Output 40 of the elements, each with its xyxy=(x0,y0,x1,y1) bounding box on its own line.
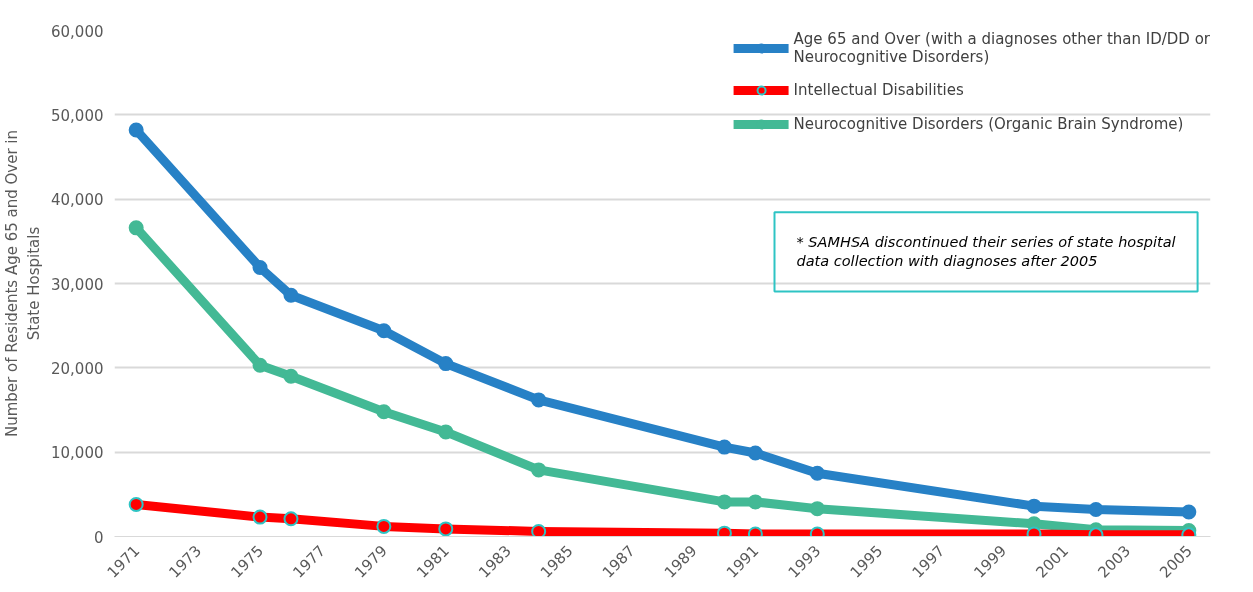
point xyxy=(128,496,144,512)
point xyxy=(809,501,825,517)
point xyxy=(376,404,392,420)
point xyxy=(809,465,825,481)
point xyxy=(252,259,268,275)
y-axis-title: Number of Residents Age 65 and Over in State Hospitals xyxy=(3,129,44,438)
point xyxy=(252,357,268,373)
legend-label: Intellectual Disabilities xyxy=(793,81,964,99)
point xyxy=(438,424,454,440)
y-tick-label: 60,000 xyxy=(51,22,104,41)
point xyxy=(1181,504,1197,520)
annotation: * SAMHSA discontinued their series of state hospital data collection with diagnoses after 2005 xyxy=(796,234,1176,270)
point xyxy=(128,220,144,236)
point xyxy=(438,521,454,537)
legend-label: Neurocognitive Disorders (Organic Brain Syndrome) xyxy=(793,115,1184,133)
point xyxy=(531,462,547,478)
point xyxy=(1088,502,1104,517)
point xyxy=(283,368,299,384)
y-tick-label: 40,000 xyxy=(51,191,104,210)
point xyxy=(1026,498,1042,514)
y-tick-label: 20,000 xyxy=(51,359,104,378)
point xyxy=(376,323,392,339)
y-tick-label: 10,000 xyxy=(51,444,104,463)
point xyxy=(531,523,547,537)
point xyxy=(747,494,763,510)
y-tick-label: 50,000 xyxy=(51,106,104,125)
point xyxy=(716,494,732,510)
y-tick-label: 30,000 xyxy=(51,275,104,294)
point xyxy=(716,525,732,537)
point xyxy=(252,509,268,525)
point xyxy=(531,392,547,408)
point xyxy=(747,445,763,461)
point xyxy=(376,518,392,534)
point xyxy=(128,122,144,138)
legend-label: Age 65 and Over (with a diagnoses other than ID/DD or Neurocognitive Disorders) xyxy=(793,30,1210,66)
point xyxy=(438,356,454,372)
y-tick-label: 0 xyxy=(93,528,104,547)
point xyxy=(283,511,299,527)
point xyxy=(716,439,732,455)
point xyxy=(283,287,299,303)
